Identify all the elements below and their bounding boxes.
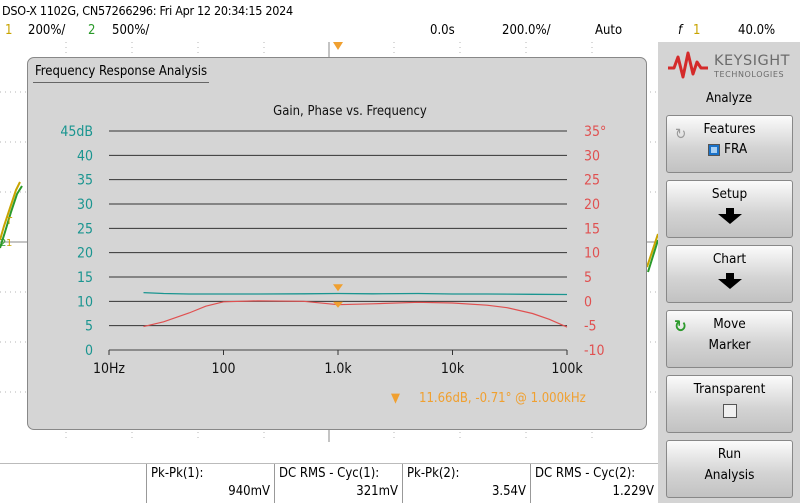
x-axis-tick-label: 100 [211,361,235,377]
features-label: Features [703,121,756,137]
phase-marker-icon [333,301,343,308]
right-axis-tick-label: 20 [584,197,600,213]
chart-softkey[interactable]: Chart [666,245,793,303]
features-softkey[interactable]: ↻ Features FRA [666,115,793,173]
left-axis-tick-label: 15 [77,270,93,286]
keysight-logo: KEYSIGHT TECHNOLOGIES [666,48,794,82]
trigger-level-marker: T [5,216,13,227]
fra-checkbox-icon [708,144,720,156]
right-axis-tick-label: -10 [584,343,605,359]
setup-label: Setup [711,186,748,202]
x-axis-tick-label: 10Hz [93,361,125,377]
fra-panel-title: Frequency Response Analysis [33,64,210,83]
transparent-softkey[interactable]: Transparent [666,375,793,433]
title-bar: DSO-X 1102G, CN57266296: Fri Apr 12 20:3… [0,0,800,20]
left-axis-tick-label: 40 [77,148,93,164]
left-axis-tick-label: 30 [77,197,93,213]
trigger-position-marker [333,42,343,50]
setup-softkey[interactable]: Setup [666,180,793,238]
trigger-channel[interactable]: 1 [693,23,701,38]
instrument-title: DSO-X 1102G, CN57266296: Fri Apr 12 20:3… [2,3,293,18]
right-axis-tick-label: 25 [584,173,600,189]
channel2-number[interactable]: 2 [88,23,96,38]
time-position[interactable]: 0.0s [430,23,455,38]
right-axis-tick-label: 0 [584,294,592,310]
measurement-pkpk-ch1[interactable]: Pk-Pk(1): 940mV [146,464,274,503]
right-axis-tick-label: 30 [584,148,600,164]
left-axis-tick-label: 35 [77,173,93,189]
chart-label: Chart [712,251,747,267]
measurement-dcrms-ch1[interactable]: DC RMS - Cyc(1): 321mV [274,464,402,503]
menu-title: Analyze [705,91,753,106]
left-axis-tick-label: 10 [77,294,93,310]
right-axis-tick-label: 35° [584,124,606,140]
right-axis-tick-label: 5 [584,270,592,286]
run-label: Run [717,446,742,462]
fra-readout-layer: ▼ 11.66dB, -0.71° @ 1.000kHz [391,391,586,406]
fra-chart: Gain, Phase vs. Frequency 45dB 40 35 30 25 20… [60,104,606,377]
x-axis-tick-label: 1.0k [324,361,352,377]
marker-readout: 11.66dB, -0.71° @ 1.000kHz [419,391,586,406]
channel1-ground-marker: 1 [6,238,12,249]
x-axis-tick-label: 10k [441,361,465,377]
time-scale[interactable]: 200.0%/ [502,23,551,38]
submenu-arrow-icon [717,279,742,289]
right-axis-tick-label: 10 [584,246,600,262]
gain-marker-icon [333,284,343,292]
fra-panel: Frequency Response Analysis Gain, Phase … [27,57,647,430]
left-axis-tick-label: 25 [77,221,93,237]
entry-knob-icon: ↻ [674,317,687,337]
measurement-pkpk-ch2[interactable]: Pk-Pk(2): 3.54V [402,464,530,503]
features-value: FRA [724,141,748,157]
channel2-scale[interactable]: 500%/ [112,23,150,38]
phase-series-line [143,300,568,328]
left-axis-tick-label: 0 [85,343,93,359]
x-axis-tick-label: 100k [551,361,583,377]
brand-name: KEYSIGHT [714,53,791,69]
channel1-scale[interactable]: 200%/ [28,23,66,38]
channel1-number[interactable]: 1 [5,23,13,38]
left-axis-tick-label: 45dB [60,124,93,140]
analysis-label: Analysis [704,467,755,483]
softkey-panel: KEYSIGHT TECHNOLOGIES Analyze ↻ Features… [658,42,800,503]
channel2-trace [0,185,23,249]
rotate-icon: ↻ [675,125,687,143]
measurement-dcrms-ch2[interactable]: DC RMS - Cyc(2): 1.229V [530,464,658,503]
keysight-wave-icon [668,51,708,79]
trigger-level[interactable]: 40.0% [738,23,776,38]
submenu-arrow-icon [717,214,742,224]
right-axis-tick-label: 15 [584,221,600,237]
status-bar: 1 200%/ 2 500%/ 0.0s 200.0%/ Auto f 1 40… [0,20,800,42]
left-axis-tick-label: 20 [77,246,93,262]
transparent-label: Transparent [693,381,766,397]
transparent-checkbox[interactable] [723,404,737,418]
chart-title: Gain, Phase vs. Frequency [273,104,427,119]
right-axis-tick-label: -5 [584,319,597,335]
trigger-mode[interactable]: Auto [595,23,623,38]
run-analysis-softkey[interactable]: Run Analysis [666,440,793,498]
trigger-slope-icon: f [678,23,683,38]
gain-series-line [143,291,568,296]
move-marker-softkey[interactable]: ↻ Move Marker [666,310,793,368]
marker-readout-icon: ▼ [391,391,400,406]
marker-label: Marker [708,337,751,353]
brand-subtitle: TECHNOLOGIES [714,70,785,79]
left-axis-tick-label: 5 [85,319,93,335]
channel2-ground-marker: 2 [0,238,6,249]
measurement-bar: Pk-Pk(1): 940mV DC RMS - Cyc(1): 321mV P… [0,463,658,503]
channel1-trace [0,181,21,241]
move-label: Move [713,316,746,332]
